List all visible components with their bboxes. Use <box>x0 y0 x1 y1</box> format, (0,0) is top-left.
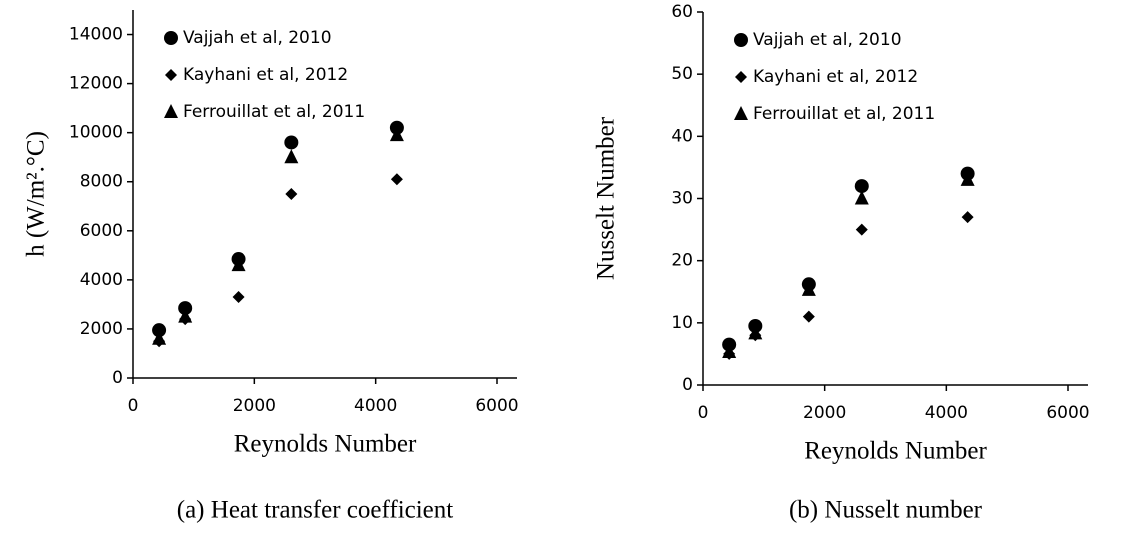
y-tick-label: 8000 <box>80 172 123 192</box>
point <box>178 301 193 316</box>
x-tick-label: 4000 <box>354 396 397 416</box>
y-tick-label: 10000 <box>69 123 123 143</box>
x-tick-label: 4000 <box>925 403 968 423</box>
x-tick-label: 2000 <box>233 396 276 416</box>
point <box>854 179 869 194</box>
y-tick-label: 2000 <box>80 319 123 339</box>
legend-marker <box>734 106 748 120</box>
x-axis-label: Reynolds Number <box>804 438 987 465</box>
y-axis-label: Nusselt Number <box>593 116 620 280</box>
point <box>231 257 246 272</box>
legend-label: Kayhani et al, 2012 <box>753 67 918 87</box>
point <box>855 223 868 236</box>
y-tick-label: 20 <box>671 251 693 271</box>
x-tick-label: 0 <box>698 403 709 423</box>
point <box>284 149 299 164</box>
point <box>802 310 815 323</box>
legend-label: Kayhani et al, 2012 <box>183 65 348 85</box>
point <box>390 173 403 186</box>
x-tick-label: 6000 <box>475 396 518 416</box>
x-tick-label: 0 <box>128 396 139 416</box>
point <box>389 127 404 142</box>
legend-label: Ferrouillat et al, 2011 <box>753 104 935 124</box>
point <box>178 308 193 323</box>
x-tick-label: 6000 <box>1046 403 1089 423</box>
point <box>285 188 298 200</box>
caption: (b) Nusselt number <box>789 497 983 524</box>
legend-label: Vajjah et al, 2010 <box>753 30 902 50</box>
legend-marker <box>735 71 747 83</box>
y-tick-label: 60 <box>671 2 693 22</box>
legend-marker <box>734 33 748 47</box>
point <box>232 291 245 304</box>
y-tick-label: 50 <box>671 64 693 84</box>
point <box>284 135 299 150</box>
point <box>801 281 816 296</box>
y-tick-label: 4000 <box>80 270 123 290</box>
point <box>961 211 974 224</box>
y-tick-label: 6000 <box>80 221 123 241</box>
point <box>960 171 975 186</box>
y-tick-label: 14000 <box>69 25 123 45</box>
y-axis-label: h (W/m².°C) <box>23 131 50 257</box>
x-tick-label: 2000 <box>803 403 846 423</box>
point <box>748 325 763 340</box>
legend-label: Vajjah et al, 2010 <box>183 28 332 48</box>
y-tick-label: 40 <box>671 126 693 146</box>
legend-label: Ferrouillat et al, 2011 <box>183 102 365 122</box>
y-tick-label: 12000 <box>69 74 123 94</box>
point <box>152 323 167 338</box>
point <box>152 330 167 345</box>
y-tick-label: 0 <box>112 368 123 388</box>
y-tick-label: 10 <box>671 313 693 333</box>
legend-marker <box>164 104 178 118</box>
point <box>722 344 737 359</box>
y-tick-label: 30 <box>671 189 693 209</box>
caption: (a) Heat transfer coefficient <box>177 497 454 524</box>
legend-marker <box>165 69 177 81</box>
legend-marker <box>164 31 178 45</box>
y-tick-label: 0 <box>682 375 693 395</box>
x-axis-label: Reynolds Number <box>234 431 417 458</box>
point <box>854 190 869 205</box>
